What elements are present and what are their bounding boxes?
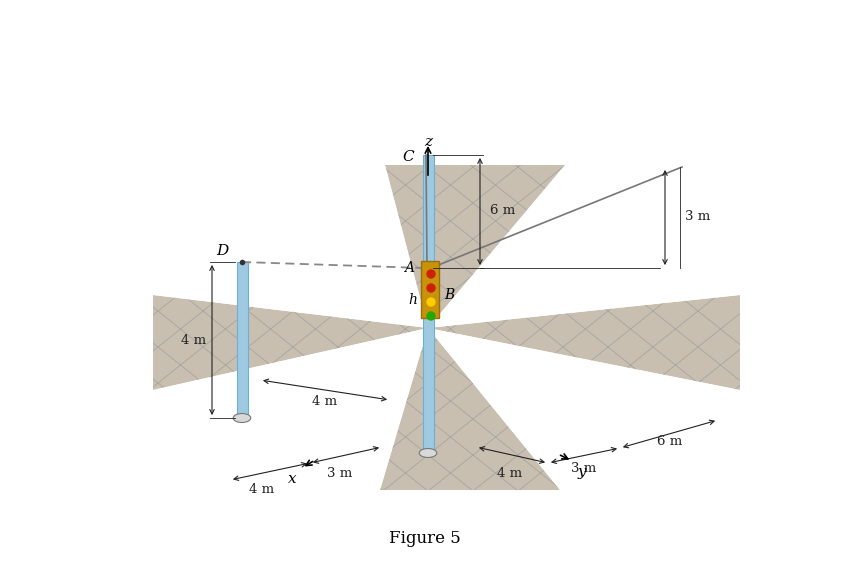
Bar xyxy=(740,0,851,565)
Text: 5)  Determine the tension developed in the three cables required to support the : 5) Determine the tension developed in th… xyxy=(18,15,826,32)
Text: A: A xyxy=(404,261,414,275)
Bar xyxy=(423,155,434,453)
Text: 3 m: 3 m xyxy=(571,462,597,475)
Text: has a mass of 20 kg.  Take h = 3.5 m.: has a mass of 20 kg. Take h = 3.5 m. xyxy=(18,35,348,52)
Text: 4 m: 4 m xyxy=(249,483,275,496)
Text: AC: AC xyxy=(225,58,243,71)
FancyBboxPatch shape xyxy=(421,262,439,319)
Bar xyxy=(153,0,740,165)
Text: Figure 5: Figure 5 xyxy=(389,530,461,547)
Text: z: z xyxy=(424,135,432,149)
Bar xyxy=(237,262,248,418)
Polygon shape xyxy=(428,165,740,328)
Polygon shape xyxy=(153,165,428,328)
Ellipse shape xyxy=(233,414,251,423)
Polygon shape xyxy=(428,328,740,490)
Text: y: y xyxy=(578,465,586,479)
Polygon shape xyxy=(153,328,428,490)
Text: h: h xyxy=(408,293,417,307)
Text: 6 m: 6 m xyxy=(490,205,516,218)
Text: B: B xyxy=(444,288,454,302)
Circle shape xyxy=(427,298,435,306)
Text: 6 m: 6 m xyxy=(657,435,683,448)
Polygon shape xyxy=(153,165,428,328)
Text: 4 m: 4 m xyxy=(498,467,523,480)
Ellipse shape xyxy=(420,449,437,458)
Text: C: C xyxy=(403,150,414,164)
Text: AD: AD xyxy=(345,58,363,71)
Polygon shape xyxy=(428,328,740,490)
Text: = 413 N; F: = 413 N; F xyxy=(242,55,332,72)
Text: D: D xyxy=(216,244,228,258)
Text: AB: AB xyxy=(101,58,118,71)
Text: x: x xyxy=(288,472,296,486)
Polygon shape xyxy=(153,328,428,490)
Bar xyxy=(153,490,740,565)
Text: = 174 N): = 174 N) xyxy=(362,55,442,72)
Text: 3 m: 3 m xyxy=(328,467,352,480)
Bar xyxy=(0,0,153,565)
Circle shape xyxy=(427,270,435,278)
Text: 3 m: 3 m xyxy=(685,211,711,224)
Circle shape xyxy=(427,284,435,292)
Circle shape xyxy=(427,312,435,320)
Text: 4 m: 4 m xyxy=(181,333,207,346)
Text: = 348 N; F: = 348 N; F xyxy=(118,55,213,72)
Polygon shape xyxy=(428,165,740,328)
Bar xyxy=(153,165,740,490)
Text: (Ans: F: (Ans: F xyxy=(18,55,101,72)
Text: 4 m: 4 m xyxy=(312,395,338,408)
